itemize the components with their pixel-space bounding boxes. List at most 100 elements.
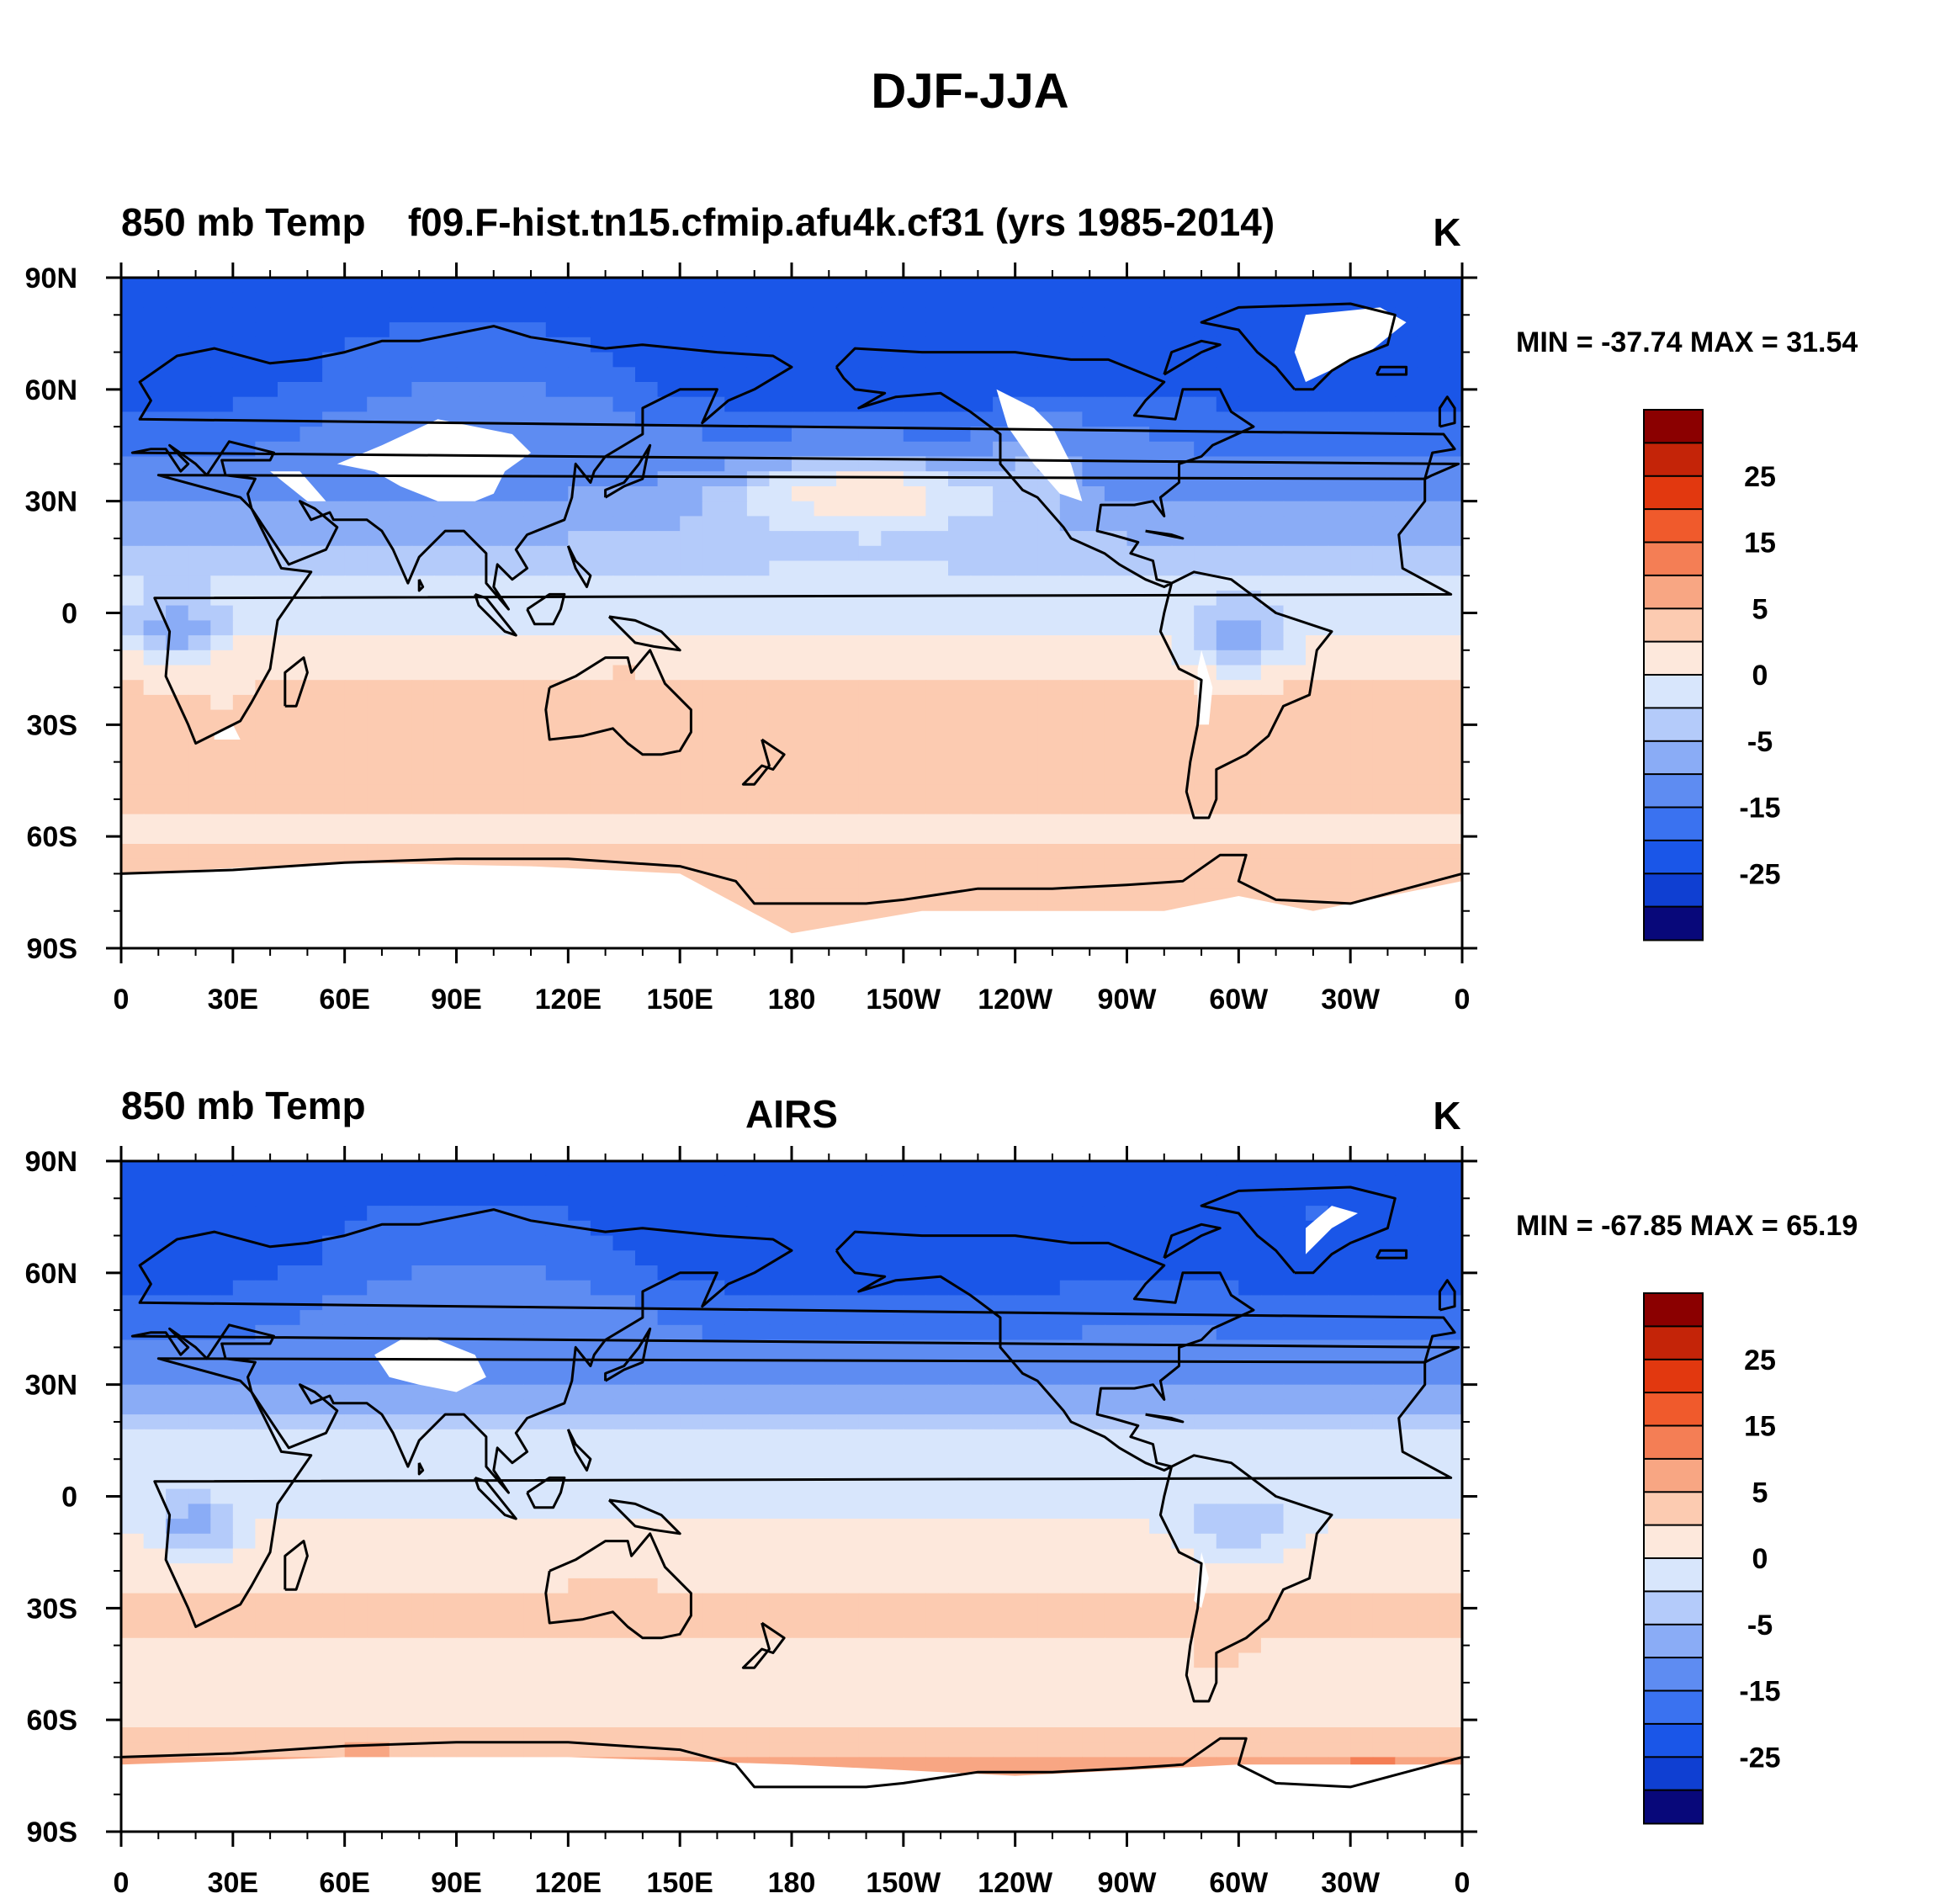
field-cell (232, 1370, 257, 1386)
field-cell (389, 396, 413, 413)
field-cell (523, 427, 547, 443)
field-cell (1126, 575, 1150, 591)
field-cell (1171, 709, 1195, 726)
field-cell (1194, 1637, 1217, 1654)
field-cell (1082, 620, 1105, 636)
field-cell (210, 620, 234, 636)
field-cell (746, 1488, 771, 1505)
field-cell (925, 1399, 949, 1415)
field-cell (769, 888, 792, 904)
field-cell (389, 1668, 413, 1684)
field-cell (1015, 1519, 1039, 1535)
field-cell (367, 427, 390, 443)
field-cell (433, 635, 458, 651)
field-cell (479, 516, 502, 532)
field-cell (1372, 1593, 1397, 1610)
field-cell (612, 1175, 636, 1192)
field-cell (1149, 1161, 1173, 1177)
field-cell (1104, 1668, 1128, 1684)
colorbar-swatch (1643, 541, 1704, 577)
field-cell (657, 1578, 681, 1594)
field-cell (836, 1668, 860, 1684)
field-cell (278, 1191, 301, 1207)
field-cell (1059, 1533, 1084, 1550)
field-cell (836, 635, 860, 651)
field-cell (836, 1652, 860, 1668)
field-cell (836, 784, 860, 800)
field-cell (344, 1206, 368, 1222)
field-cell (925, 709, 949, 726)
field-cell (1015, 844, 1039, 860)
field-cell (1350, 367, 1374, 383)
field-cell (657, 829, 681, 845)
field-cell (1417, 322, 1441, 338)
field-cell (792, 411, 815, 427)
field-cell (1238, 740, 1262, 756)
field-cell (1260, 1310, 1285, 1326)
field-cell (278, 844, 301, 860)
field-cell (1037, 560, 1061, 576)
field-cell (1104, 1473, 1128, 1490)
field-cell (1216, 1533, 1240, 1550)
field-cell (858, 1370, 883, 1386)
field-cell (568, 829, 591, 845)
field-cell (769, 724, 792, 740)
field-cell (769, 769, 792, 785)
field-cell (881, 1637, 904, 1654)
field-cell (1037, 709, 1061, 726)
field-cell (1037, 1206, 1061, 1222)
field-cell (322, 784, 346, 800)
field-cell (1238, 1265, 1262, 1281)
field-cell (344, 1280, 368, 1297)
field-cell (210, 1444, 234, 1460)
field-cell (1194, 1414, 1217, 1430)
field-cell (925, 590, 949, 607)
field-cell (143, 501, 167, 517)
field-cell (680, 620, 703, 636)
field-cell (188, 382, 212, 398)
field-cell (456, 1444, 480, 1460)
field-cell (925, 1578, 949, 1594)
field-cell (479, 769, 502, 785)
field-cell (612, 680, 636, 696)
field-cell (590, 1429, 614, 1445)
field-cell (1439, 858, 1462, 875)
field-cell (479, 1384, 502, 1401)
field-cell (1194, 1384, 1217, 1401)
field-cell (322, 471, 346, 487)
field-cell (278, 784, 301, 800)
field-cell (1059, 1339, 1084, 1355)
field-cell (1171, 784, 1195, 800)
field-cell (166, 1310, 189, 1326)
field-cell (1372, 531, 1397, 547)
field-cell (479, 1668, 502, 1684)
field-cell (1238, 814, 1262, 830)
field-cell (188, 456, 212, 472)
field-cell (322, 1370, 346, 1386)
field-cell (188, 1504, 212, 1519)
field-cell (166, 1399, 189, 1415)
field-cell (433, 1265, 458, 1281)
field-cell (746, 620, 771, 636)
field-cell (1059, 858, 1084, 875)
field-cell (456, 367, 480, 383)
field-cell (1126, 352, 1150, 369)
field-cell (568, 590, 591, 607)
field-cell (1350, 650, 1374, 666)
field-cell (1059, 1488, 1084, 1505)
field-cell (1439, 1220, 1462, 1237)
field-cell (344, 1310, 368, 1326)
field-cell (1082, 724, 1105, 740)
field-cell (1306, 1265, 1329, 1281)
field-cell (925, 1250, 949, 1266)
field-cell (411, 1533, 435, 1550)
field-cell (1395, 694, 1418, 711)
field-cell (411, 322, 435, 338)
field-cell (1037, 1339, 1061, 1355)
field-cell (792, 1652, 815, 1668)
field-cell (545, 740, 570, 756)
field-cell (993, 1593, 1016, 1610)
field-cell (1194, 322, 1217, 338)
field-cell (501, 1578, 524, 1594)
field-cell (858, 1608, 883, 1624)
